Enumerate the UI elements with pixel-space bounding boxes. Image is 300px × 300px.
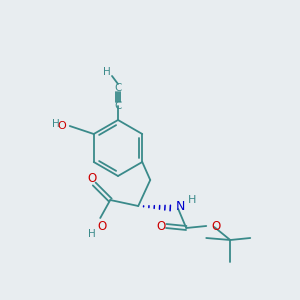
Text: H: H (188, 195, 196, 205)
Text: O: O (211, 220, 220, 232)
Text: H: H (88, 229, 96, 239)
Text: O: O (98, 220, 107, 232)
Text: C: C (114, 101, 122, 111)
Text: N: N (176, 200, 186, 212)
Text: O: O (57, 121, 66, 131)
Text: O: O (157, 220, 166, 232)
Text: H: H (103, 67, 111, 77)
Text: C: C (114, 83, 122, 93)
Text: O: O (88, 172, 97, 184)
Text: H: H (52, 119, 60, 129)
